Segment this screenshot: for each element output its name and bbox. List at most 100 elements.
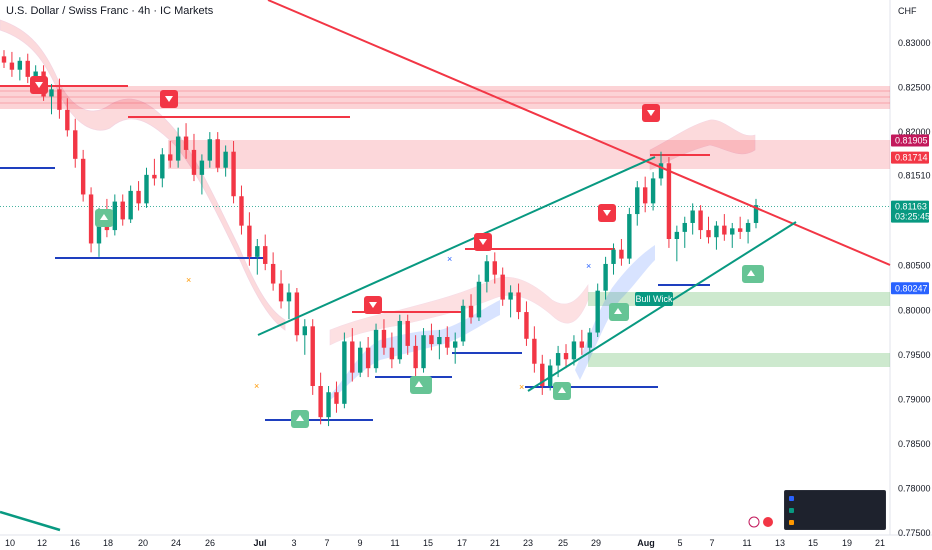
candle — [500, 267, 505, 306]
candle — [183, 123, 189, 159]
candle — [666, 157, 672, 248]
lower-trendline-fragment — [0, 510, 61, 532]
x-tick-label: 26 — [205, 538, 215, 548]
x-tick-label: 17 — [457, 538, 467, 548]
candle — [484, 255, 490, 293]
cross-marker: × — [254, 381, 259, 391]
info-row — [789, 493, 881, 503]
candle — [453, 332, 458, 364]
x-tick-label: 20 — [138, 538, 148, 548]
candle — [294, 288, 300, 342]
candle — [674, 225, 680, 262]
y-tick-label: 0.79500 — [898, 350, 931, 360]
time-axis[interactable]: 10 12 16 18 20 24 26 Jul 3 7 9 11 15 17 21 23 25 29 Aug 5 7 1… — [5, 538, 885, 548]
candle — [310, 319, 315, 395]
y-tick-label: 0.78500 — [898, 439, 931, 449]
candle — [207, 132, 213, 168]
flag-icon[interactable] — [763, 517, 773, 527]
price-tag[interactable]: 0.80247 — [891, 282, 929, 295]
candle — [334, 381, 339, 413]
candle — [460, 299, 466, 346]
x-tick-label: 23 — [523, 538, 533, 548]
candle — [342, 332, 347, 409]
candle — [263, 234, 268, 271]
candle — [136, 181, 141, 211]
y-tick-label: 0.78000 — [898, 483, 931, 493]
x-tick-label: 5 — [677, 538, 682, 548]
candle — [65, 98, 70, 137]
channel-lower-trendline[interactable] — [527, 221, 797, 392]
price-tag-value: 0.81163 — [895, 202, 927, 212]
candle — [737, 216, 743, 239]
candle — [532, 326, 537, 373]
candle — [168, 141, 173, 168]
candle — [318, 372, 323, 425]
buy-signal-marker[interactable] — [742, 265, 764, 283]
candle — [745, 219, 751, 244]
candle — [286, 283, 292, 320]
candle — [9, 51, 15, 77]
candle — [160, 148, 165, 188]
buy-signal-marker[interactable] — [291, 410, 309, 428]
buy-signal-marker[interactable] — [609, 303, 629, 321]
price-axis[interactable]: 0.83000 0.82500 0.82000 0.81510 0.80500 0.800… — [898, 38, 931, 538]
sell-signal-marker[interactable] — [598, 204, 616, 222]
candle — [358, 341, 363, 378]
x-tick-label: Jul — [253, 538, 266, 548]
candle — [642, 176, 648, 213]
channel-upper-trendline[interactable] — [257, 156, 656, 336]
x-tick-label: 15 — [808, 538, 818, 548]
buy-signal-marker[interactable] — [410, 376, 432, 394]
candle — [730, 222, 735, 248]
x-tick-label: 29 — [591, 538, 601, 548]
candle — [389, 332, 395, 369]
candle — [706, 216, 711, 244]
candle — [239, 185, 244, 235]
bull-wick-label[interactable]: Bull Wick — [635, 292, 673, 306]
candle — [231, 141, 236, 204]
buy-signal-marker[interactable] — [553, 382, 571, 400]
x-tick-label: 19 — [842, 538, 852, 548]
candle — [365, 337, 371, 378]
bearish-cloud-band-2 — [329, 276, 589, 346]
candle — [468, 294, 474, 324]
bearish-cloud-band — [0, 19, 286, 331]
lightning-icon[interactable] — [748, 516, 760, 528]
x-tick-label: Aug — [637, 538, 655, 548]
candle — [152, 158, 157, 186]
candle — [413, 335, 418, 378]
candle — [120, 194, 125, 226]
x-tick-label: 16 — [70, 538, 80, 548]
resistance-zones — [0, 86, 890, 169]
candle — [247, 212, 252, 266]
buy-signal-marker[interactable] — [95, 209, 113, 227]
sell-signal-marker[interactable] — [364, 296, 382, 314]
candle — [508, 285, 513, 318]
candle — [405, 314, 410, 355]
setting-icon — [789, 496, 794, 501]
candle — [476, 274, 482, 321]
price-tag[interactable]: 0.81714 — [891, 151, 929, 164]
price-tag[interactable]: 0.81905 — [891, 134, 929, 147]
candle — [698, 205, 703, 239]
candle — [144, 167, 149, 208]
candle — [350, 328, 355, 382]
candle — [635, 181, 640, 226]
sell-signal-marker[interactable] — [642, 104, 660, 122]
sell-signal-marker[interactable] — [160, 90, 178, 108]
sell-signal-marker[interactable] — [30, 76, 48, 94]
cross-marker: × — [447, 254, 452, 264]
candle — [326, 386, 331, 427]
candle — [579, 329, 585, 355]
x-tick-label: 13 — [775, 538, 785, 548]
descending-trendline[interactable] — [267, 0, 891, 266]
x-tick-label: 7 — [709, 538, 714, 548]
sell-signal-marker[interactable] — [474, 233, 492, 251]
strength-icon — [789, 508, 794, 513]
y-tick-label: 0.79000 — [898, 394, 931, 404]
x-tick-label: 18 — [103, 538, 113, 548]
info-row — [789, 517, 881, 527]
